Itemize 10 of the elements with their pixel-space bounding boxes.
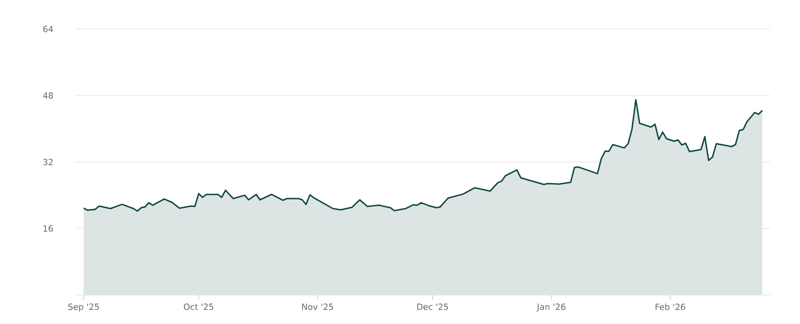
x-tick-label: Oct '25 — [184, 304, 214, 310]
x-tick-label: Jan '26 — [536, 304, 566, 312]
y-tick-label: 32 — [43, 158, 53, 166]
y-tick-label: 16 — [44, 225, 53, 232]
x-tick-label: Nov '25 — [302, 304, 334, 310]
x-tick-label: Feb '26 — [656, 304, 686, 310]
y-tick-label: 64 — [43, 26, 53, 32]
x-tick-label: Sep '25 — [68, 304, 99, 312]
y-tick-label: 48 — [43, 92, 53, 99]
x-tick-label: Dec '25 — [417, 304, 448, 310]
